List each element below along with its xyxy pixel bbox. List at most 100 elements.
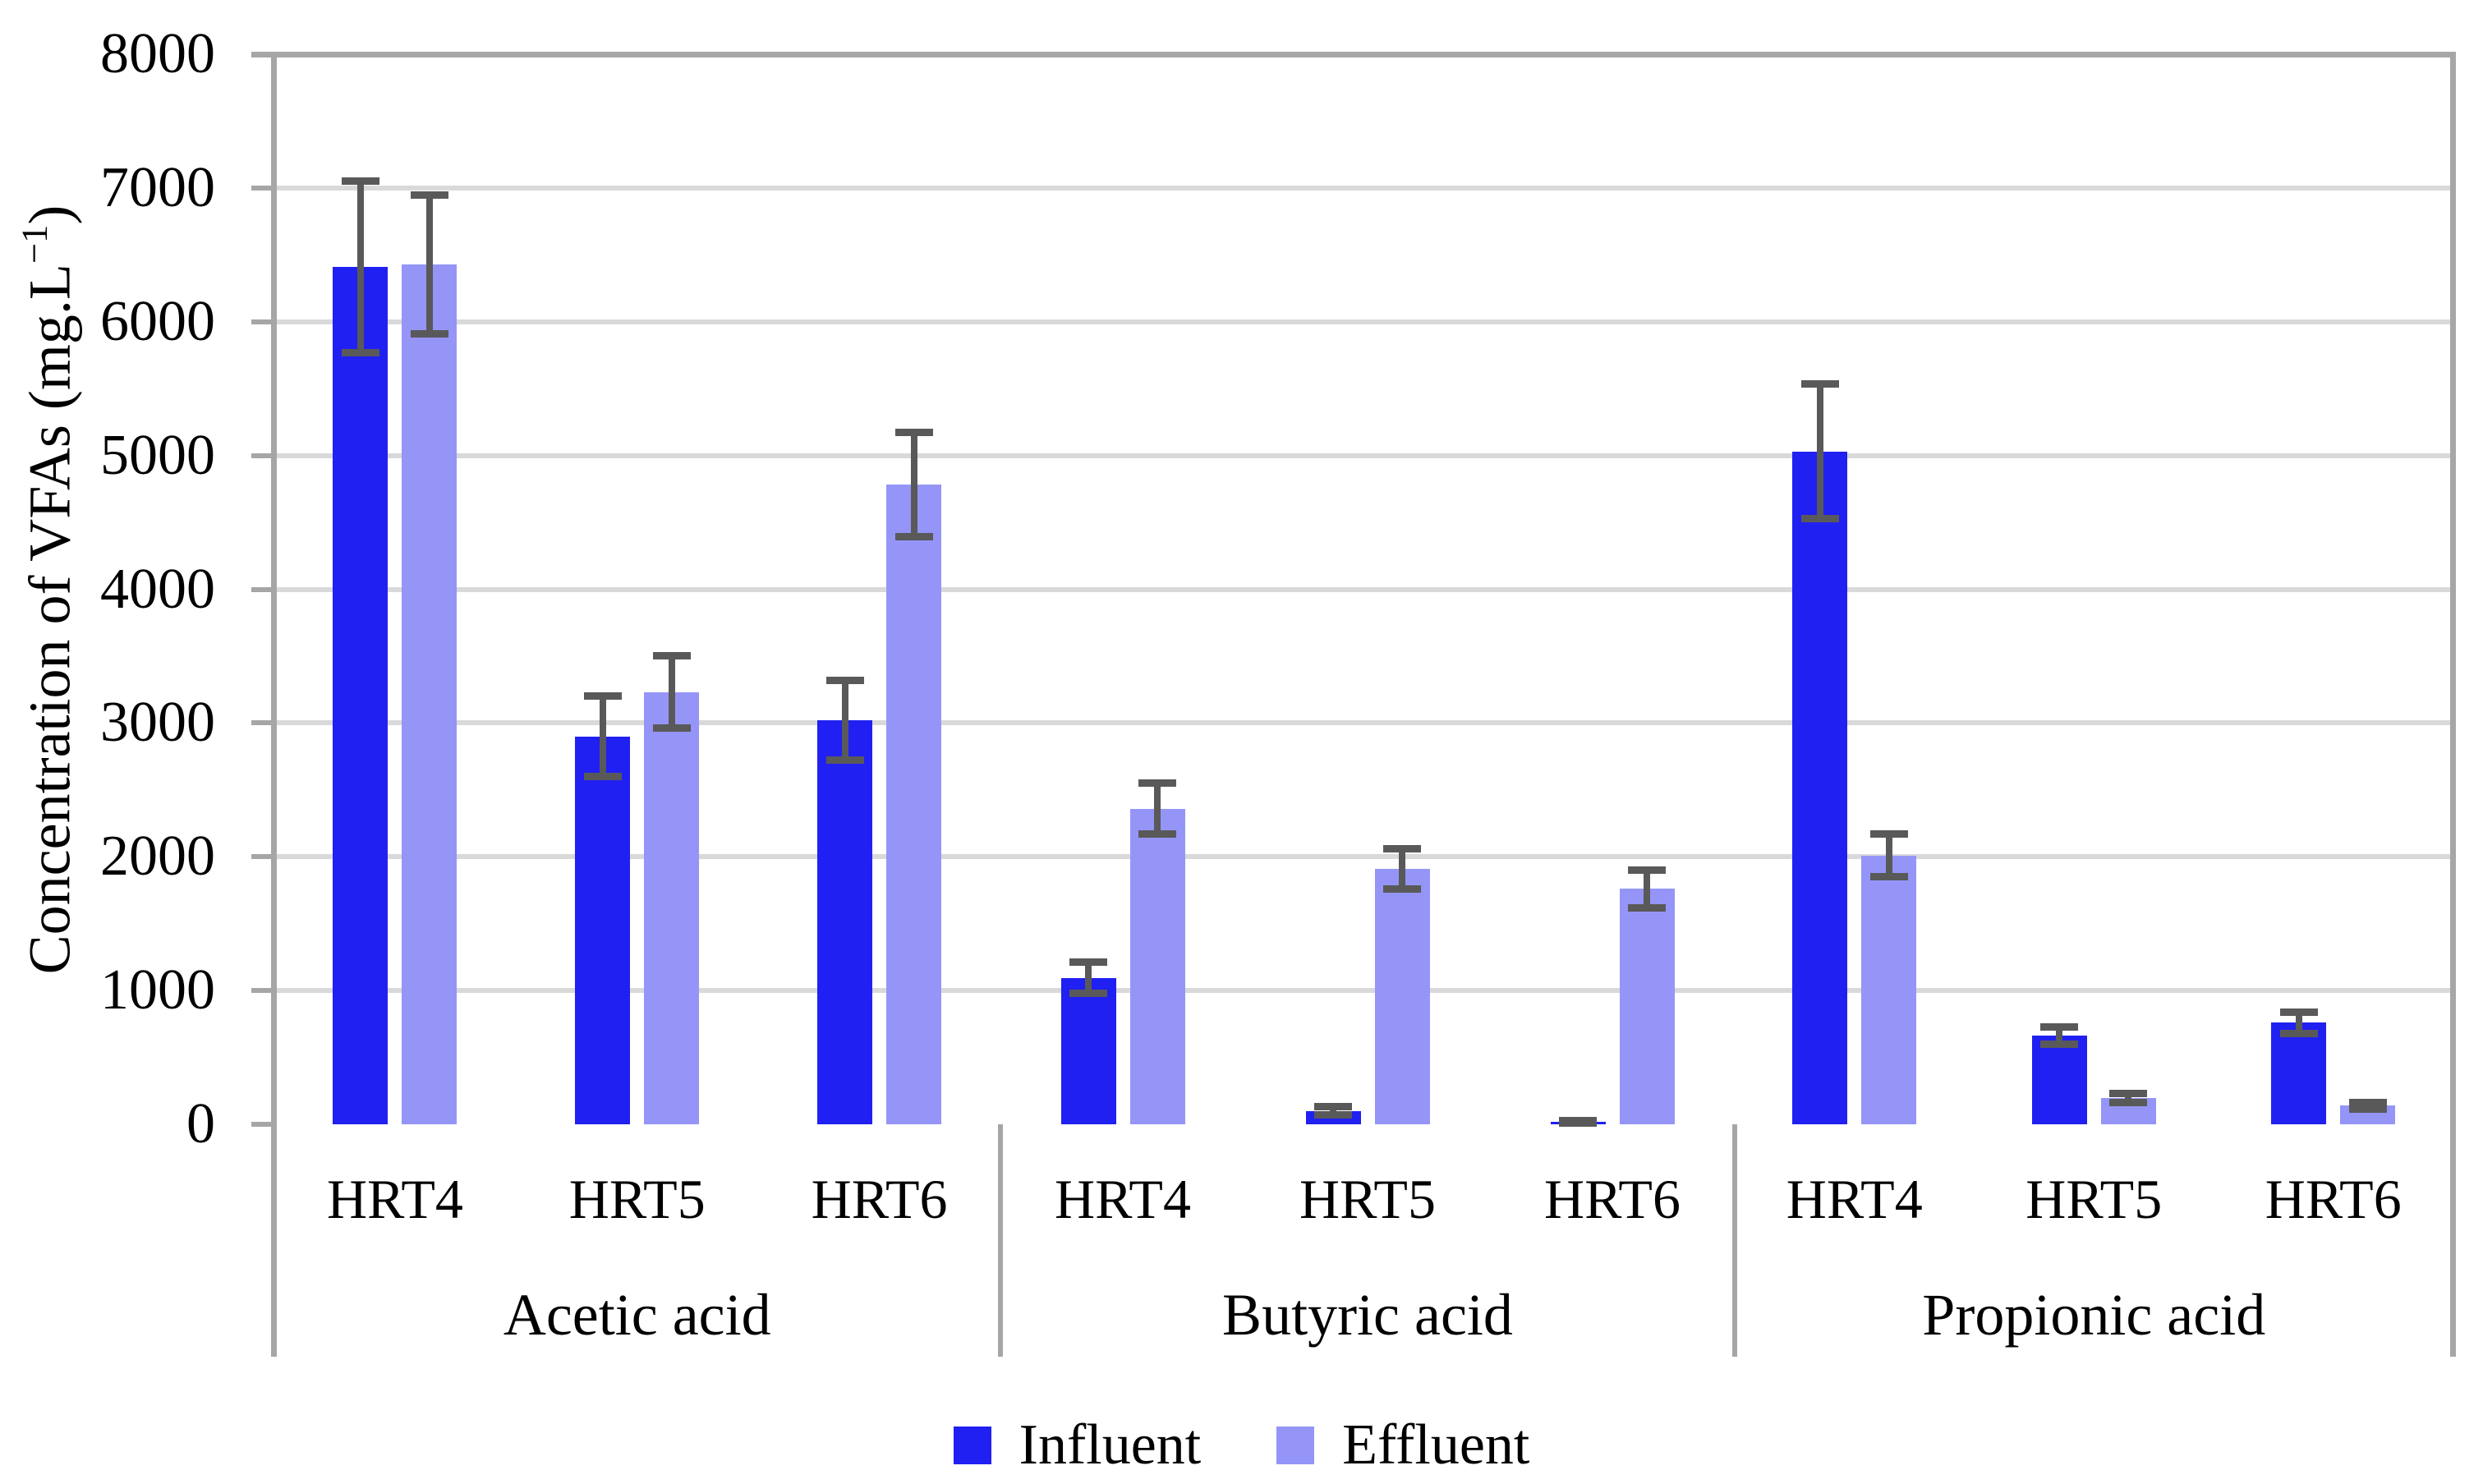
error-bar-cap-bottom	[825, 756, 864, 765]
error-bar-stem	[1885, 834, 1892, 877]
bar-influent-acetic-hrt6	[817, 720, 873, 1124]
error-bar-cap-bottom	[2109, 1099, 2148, 1107]
y-tick-1000	[251, 988, 271, 994]
bar-effluent-acetic-hrt6	[886, 485, 942, 1124]
legend-item-effluent: Effluent	[1276, 1413, 1529, 1477]
error-bar-cap-top	[894, 429, 933, 437]
plot-border-right	[2450, 51, 2456, 1357]
error-bar-cap-bottom	[410, 329, 448, 338]
y-tick-label-0: 0	[186, 1092, 215, 1155]
bar-influent-propionic-hrt5	[2031, 1035, 2087, 1124]
category-label-acetic-hrt5: HRT5	[568, 1168, 706, 1230]
y-gridline-7000	[277, 185, 2450, 191]
y-gridline-1000	[277, 988, 2450, 994]
y-axis-line	[271, 51, 277, 1357]
y-tick-label-4000: 4000	[100, 557, 215, 621]
y-tick-label-2000: 2000	[100, 825, 215, 889]
error-bar-cap-bottom	[1138, 830, 1176, 838]
category-label-propionic-hrt5: HRT5	[2025, 1168, 2163, 1230]
legend: Influent Effluent	[0, 1406, 2483, 1484]
error-bar-stem	[1399, 848, 1405, 889]
bar-effluent-butyric-hrt5	[1374, 868, 1430, 1124]
error-bar-cap-bottom	[1314, 1111, 1352, 1119]
category-label-acetic-hrt6: HRT6	[811, 1168, 948, 1230]
y-tick-2000	[251, 854, 271, 860]
error-bar-stem	[2125, 1093, 2132, 1103]
bar-influent-propionic-hrt4	[1792, 451, 1848, 1124]
error-bar-stem	[668, 655, 675, 728]
error-bar-cap-top	[1800, 379, 1839, 388]
y-gridline-3000	[277, 720, 2450, 726]
error-bar-stem	[910, 432, 917, 537]
error-bar-cap-bottom	[341, 348, 379, 356]
category-label-butyric-hrt4: HRT4	[1055, 1168, 1191, 1230]
error-bar-cap-bottom	[1383, 884, 1421, 893]
group-label-acetic: Acetic acid	[503, 1282, 771, 1348]
y-tick-4000	[251, 586, 271, 592]
y-tick-label-1000: 1000	[100, 958, 215, 1022]
error-bar-cap-bottom	[1628, 903, 1666, 912]
error-bar-cap-top	[583, 692, 622, 701]
category-label-propionic-hrt4: HRT4	[1786, 1168, 1923, 1230]
bar-influent-acetic-hrt4	[333, 266, 389, 1124]
plot-border-top	[251, 51, 2456, 57]
legend-label-influent: Influent	[1018, 1413, 1202, 1477]
y-tick-0	[251, 1122, 271, 1127]
error-bar-cap-bottom	[1869, 873, 1908, 881]
y-tick-label-6000: 6000	[100, 289, 215, 353]
bar-influent-propionic-hrt6	[2271, 1022, 2327, 1124]
error-bar-stem	[2056, 1027, 2063, 1045]
error-bar-stem	[1330, 1106, 1336, 1115]
error-bar-stem	[1644, 870, 1650, 908]
error-bar-cap-top	[2040, 1022, 2079, 1031]
error-bar-cap-top	[410, 191, 448, 199]
error-bar-cap-top	[2109, 1090, 2148, 1098]
error-bar-cap-top	[2279, 1008, 2318, 1016]
y-tick-5000	[251, 453, 271, 458]
bar-effluent-acetic-hrt4	[402, 264, 458, 1124]
y-gridline-2000	[277, 854, 2450, 860]
error-bar-stem	[1085, 962, 1092, 994]
error-bar-cap-bottom	[2279, 1029, 2318, 1037]
error-bar-cap-top	[1628, 866, 1666, 875]
error-bar-cap-bottom	[894, 533, 933, 541]
error-bar-cap-top	[1069, 958, 1107, 967]
error-bar-stem	[356, 181, 364, 353]
y-tick-label-3000: 3000	[100, 691, 215, 755]
error-bar-cap-bottom	[2040, 1040, 2079, 1048]
y-tick-3000	[251, 720, 271, 726]
group-separator-2	[1732, 1124, 1737, 1357]
error-bar-cap-top	[1138, 779, 1176, 788]
bar-effluent-propionic-hrt4	[1861, 855, 1917, 1124]
group-label-propionic: Propionic acid	[1922, 1282, 2266, 1348]
y-gridline-5000	[277, 453, 2450, 458]
y-tick-label-7000: 7000	[100, 155, 215, 219]
error-bar-cap-bottom	[2348, 1105, 2387, 1113]
y-tick-label-8000: 8000	[100, 22, 215, 85]
y-gridline-4000	[277, 586, 2450, 592]
legend-swatch-effluent-icon	[1276, 1426, 1315, 1464]
legend-item-influent: Influent	[953, 1413, 1202, 1477]
y-gridline-6000	[277, 319, 2450, 324]
error-bar-cap-top	[2348, 1098, 2387, 1106]
bar-effluent-butyric-hrt6	[1619, 889, 1675, 1124]
error-bar-stem	[2295, 1012, 2302, 1034]
error-bar-cap-bottom	[1800, 515, 1839, 523]
error-bar-stem	[425, 195, 433, 334]
category-label-butyric-hrt5: HRT5	[1299, 1168, 1436, 1230]
group-separator-1	[998, 1124, 1003, 1357]
y-tick-label-5000: 5000	[100, 423, 215, 487]
error-bar-stem	[1816, 384, 1823, 519]
error-bar-cap-top	[1314, 1103, 1352, 1111]
error-bar-stem	[599, 696, 606, 777]
category-label-butyric-hrt6: HRT6	[1544, 1168, 1681, 1230]
category-label-acetic-hrt4: HRT4	[326, 1168, 463, 1230]
bar-influent-butyric-hrt4	[1060, 977, 1116, 1124]
error-bar-stem	[1154, 783, 1161, 834]
error-bar-cap-bottom	[1559, 1119, 1597, 1127]
bar-effluent-butyric-hrt4	[1129, 808, 1185, 1124]
error-bar-stem	[841, 680, 848, 760]
error-bar-cap-top	[1383, 844, 1421, 852]
error-bar-cap-top	[1869, 830, 1908, 838]
